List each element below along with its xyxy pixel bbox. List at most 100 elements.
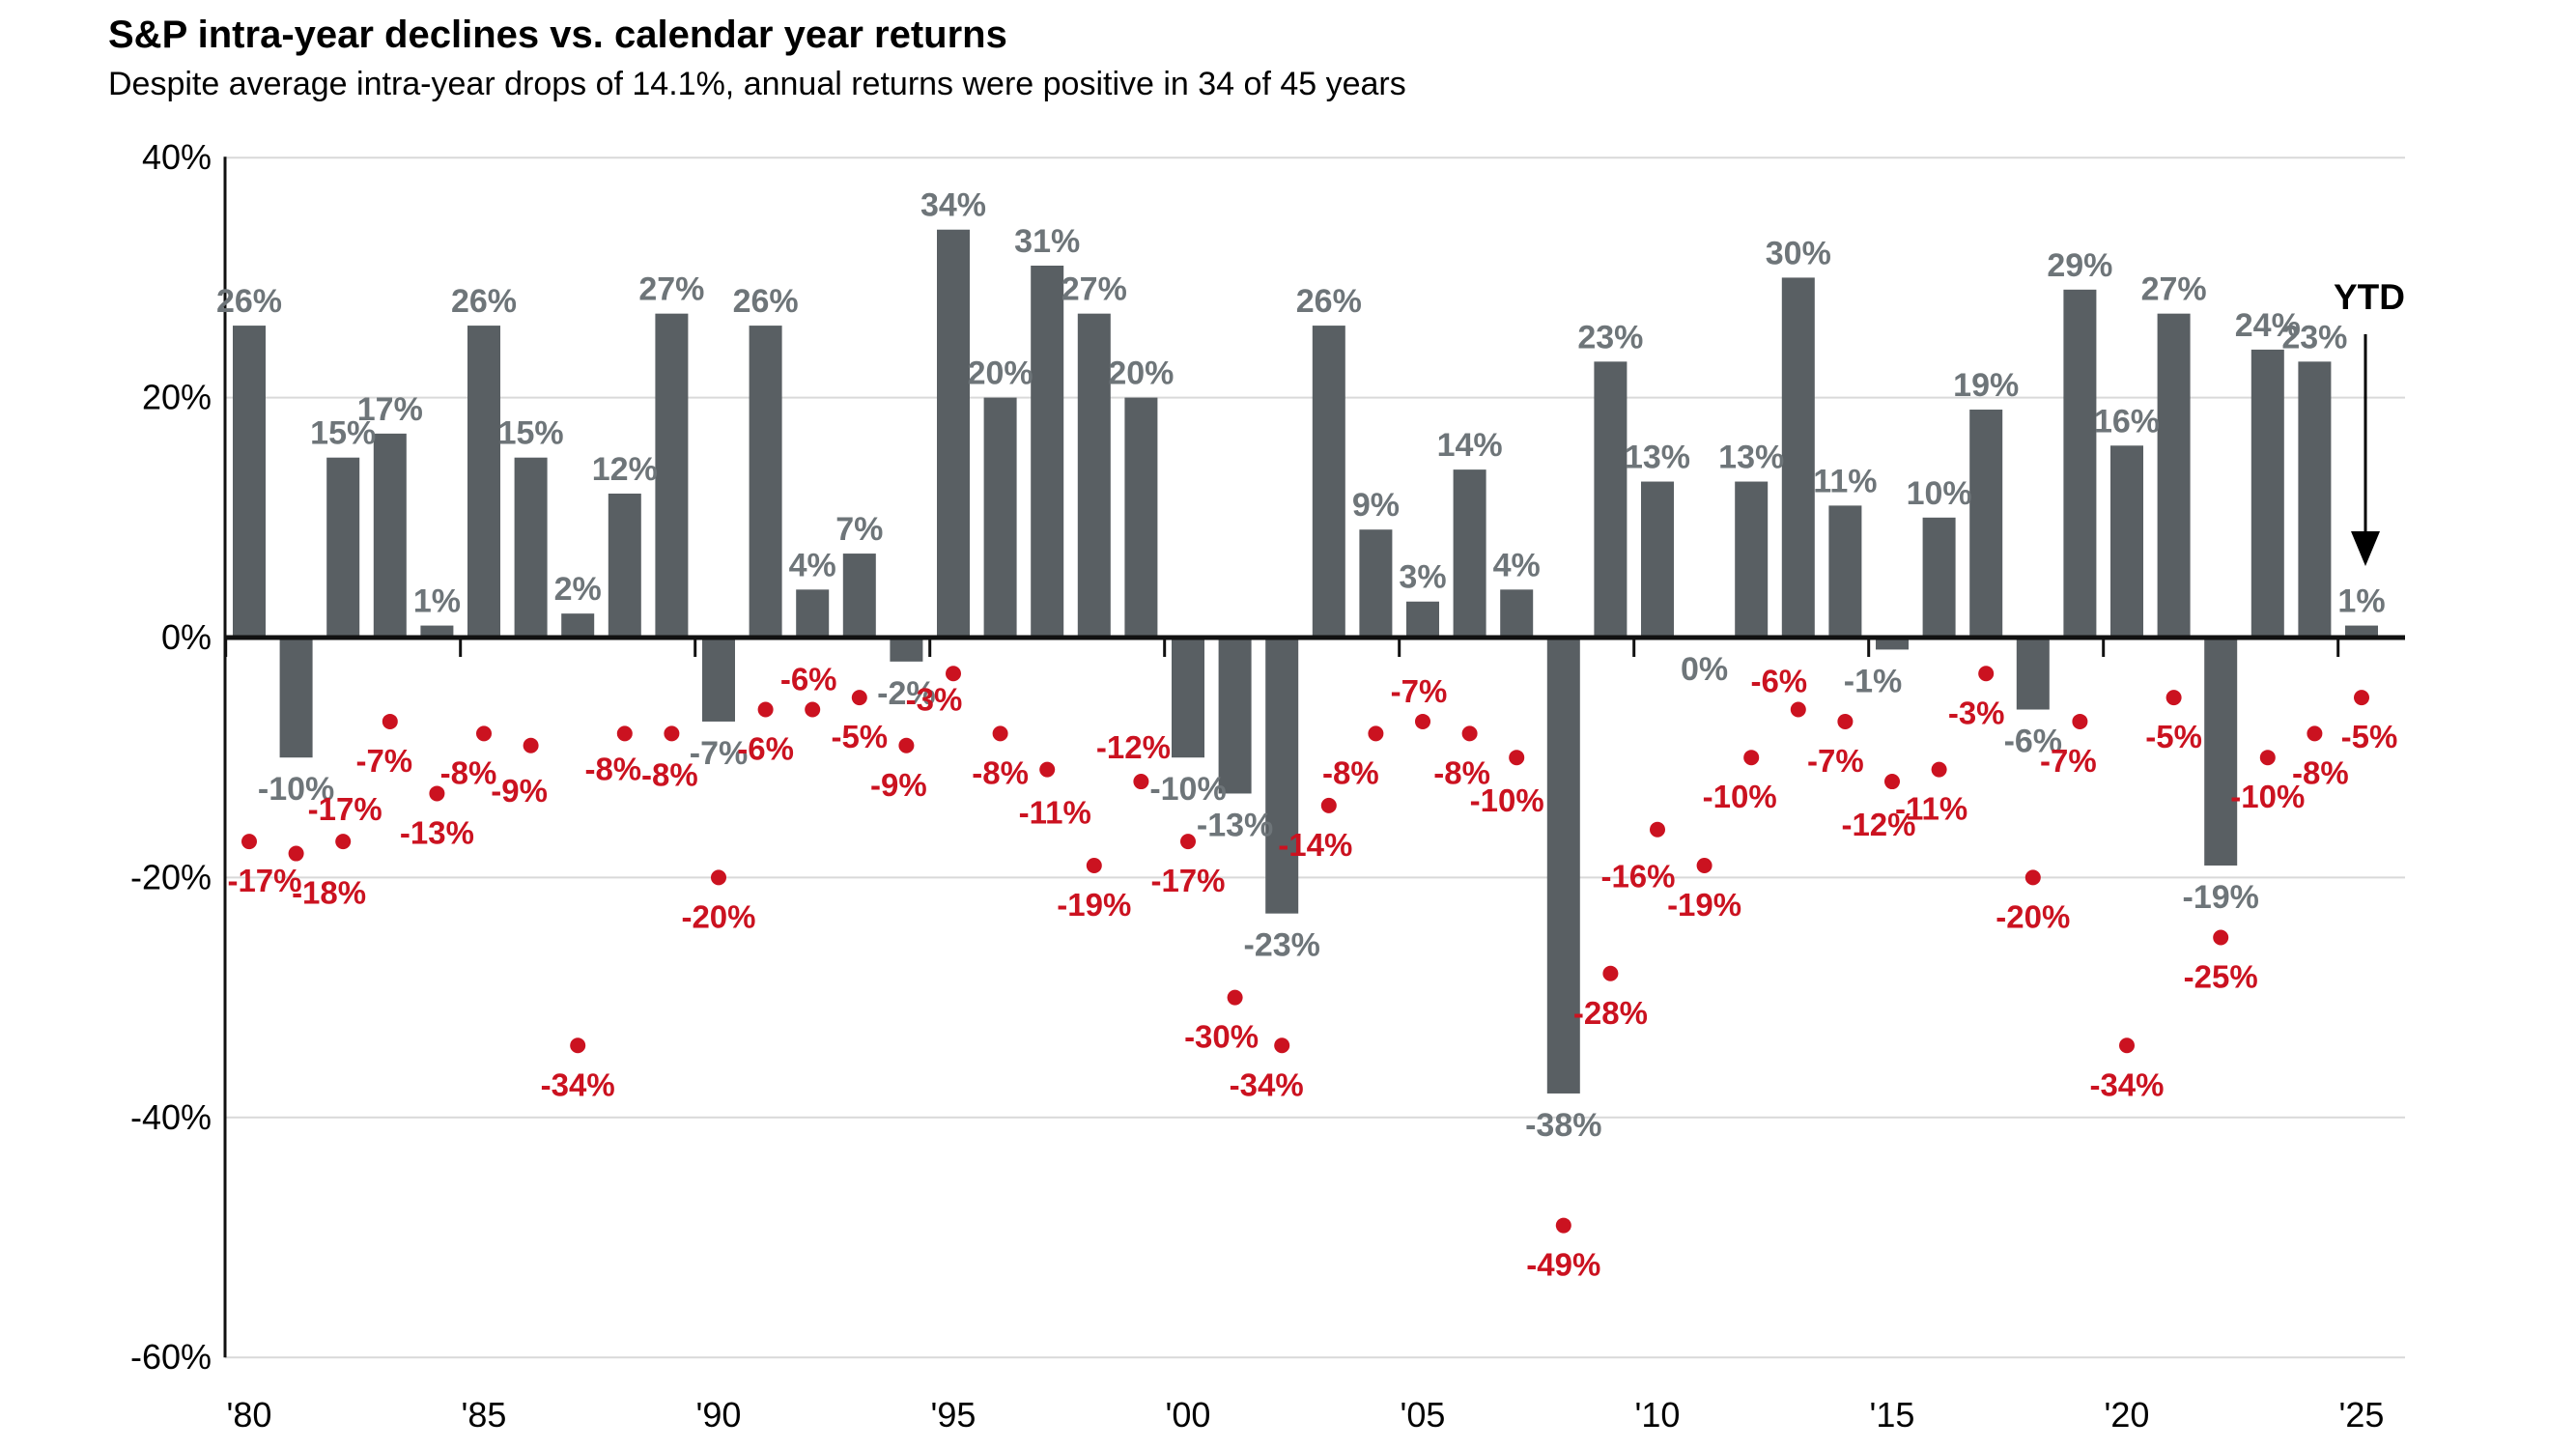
return-bar-1988 (608, 493, 641, 638)
y-axis-tick-label: -40% (130, 1097, 212, 1137)
x-axis-tick-label: '85 (462, 1395, 507, 1435)
return-bar-1986 (514, 457, 548, 638)
decline-label-2011: -19% (1667, 887, 1741, 923)
decline-dot-2016 (1931, 761, 1947, 778)
return-bar-label-2004: 9% (1352, 487, 1400, 524)
return-bar-2005 (1406, 601, 1439, 638)
decline-dot-2009 (1602, 965, 1619, 981)
decline-dot-1989 (664, 725, 680, 742)
return-bar-2004 (1359, 529, 1393, 638)
return-bar-2013 (1781, 277, 1815, 638)
x-axis-tick-label: '10 (1635, 1395, 1681, 1435)
decline-dot-1993 (851, 690, 867, 706)
return-bar-label-2011: 0% (1681, 651, 1728, 688)
decline-dot-2021 (2166, 690, 2182, 706)
decline-label-2019: -7% (2040, 743, 2097, 779)
return-bar-2010 (1641, 481, 1674, 638)
return-bar-label-2012: 13% (1718, 440, 1784, 476)
x-axis-tick-label: '90 (696, 1395, 742, 1435)
decline-dot-2010 (1650, 821, 1665, 838)
return-bar-1985 (467, 326, 500, 638)
return-bar-1999 (1124, 397, 1158, 638)
return-bar-label-2017: 19% (1953, 367, 2019, 404)
decline-label-2020: -34% (2089, 1066, 2164, 1102)
decline-dot-2022 (2213, 929, 2229, 946)
decline-label-2012: -10% (1703, 779, 1777, 814)
decline-label-2025: -5% (2341, 719, 2398, 754)
decline-label-1980: -17% (227, 863, 301, 898)
return-bar-label-2003: 26% (1296, 283, 1362, 320)
return-bar-label-2002: -23% (1244, 927, 1320, 964)
return-bar-label-2019: 29% (2047, 247, 2112, 284)
return-bar-2012 (1735, 481, 1769, 638)
decline-dot-2004 (1368, 725, 1384, 742)
decline-label-1981: -18% (292, 875, 366, 911)
decline-label-2005: -7% (1391, 673, 1448, 709)
return-bar-label-1993: 7% (835, 511, 883, 548)
chart-subtitle: Despite average intra-year drops of 14.1… (108, 66, 1406, 102)
return-bar-2015 (1876, 638, 1909, 650)
return-bar-2008 (1546, 638, 1580, 1094)
decline-label-2006: -8% (1433, 754, 1490, 790)
return-bar-label-1997: 31% (1014, 223, 1080, 260)
decline-label-2010: -16% (1600, 859, 1675, 895)
decline-label-2008: -49% (1526, 1247, 1600, 1283)
x-axis-tick-label: '95 (931, 1395, 977, 1435)
decline-label-1995: -3% (906, 681, 963, 717)
return-bar-label-1990: -7% (690, 735, 748, 772)
return-bar-2020 (2110, 445, 2143, 638)
return-bar-2002 (1265, 638, 1299, 914)
decline-label-1998: -19% (1057, 887, 1131, 923)
return-bar-label-2022: -19% (2183, 879, 2259, 916)
return-bar-2022 (2204, 638, 2238, 866)
decline-label-1984: -13% (400, 814, 474, 850)
decline-label-2017: -3% (1948, 695, 2005, 730)
return-bar-label-2020: 16% (2094, 403, 2160, 440)
decline-dot-2017 (1978, 666, 1995, 682)
decline-label-2024: -8% (2292, 754, 2349, 790)
return-bar-label-1991: 26% (733, 283, 799, 320)
decline-dot-1998 (1086, 857, 1102, 873)
decline-label-1993: -5% (831, 719, 888, 754)
return-bar-label-1989: 27% (638, 271, 704, 308)
x-axis-tick-label: '00 (1166, 1395, 1211, 1435)
return-bar-label-1980: 26% (216, 283, 282, 320)
return-bar-label-2000: -10% (1149, 771, 1226, 808)
return-bar-1990 (702, 638, 735, 722)
return-bar-2025 (2345, 625, 2378, 638)
decline-dot-1997 (1039, 761, 1056, 778)
decline-label-2004: -8% (1322, 754, 1379, 790)
return-bar-label-2014: 11% (1813, 463, 1877, 499)
return-bar-label-2025: 1% (2337, 583, 2385, 620)
decline-dot-2015 (1884, 774, 1900, 790)
return-bar-1996 (983, 397, 1017, 638)
decline-dot-1994 (898, 737, 915, 753)
decline-label-1989: -8% (641, 756, 698, 792)
decline-label-1999: -12% (1096, 729, 1171, 765)
return-bar-2023 (2250, 349, 2284, 638)
decline-label-1997: -11% (1019, 795, 1091, 831)
return-bar-2000 (1172, 638, 1204, 758)
decline-label-1988: -8% (584, 751, 641, 786)
decline-label-1986: -9% (491, 773, 548, 809)
return-bar-1980 (233, 326, 266, 638)
decline-label-1985: -8% (440, 754, 497, 790)
decline-dot-2005 (1415, 713, 1430, 729)
decline-label-2009: -28% (1573, 995, 1648, 1031)
decline-label-1987: -34% (541, 1066, 615, 1102)
return-bar-1995 (937, 229, 970, 638)
return-bar-1983 (373, 433, 407, 638)
x-axis-tick-label: '80 (227, 1395, 272, 1435)
return-bar-label-1988: 12% (592, 451, 658, 488)
decline-label-1996: -8% (972, 754, 1029, 790)
decline-dot-2020 (2119, 1037, 2135, 1054)
chart-title: S&P intra-year declines vs. calendar yea… (108, 14, 1007, 56)
return-bar-label-2018: -6% (2004, 724, 2062, 760)
decline-dot-1983 (382, 713, 398, 729)
return-bar-2003 (1312, 326, 1345, 638)
return-bar-label-1981: -10% (258, 771, 334, 808)
decline-dot-1990 (711, 869, 726, 886)
decline-dot-2019 (2072, 713, 2088, 729)
x-axis-tick-label: '15 (1870, 1395, 1915, 1435)
